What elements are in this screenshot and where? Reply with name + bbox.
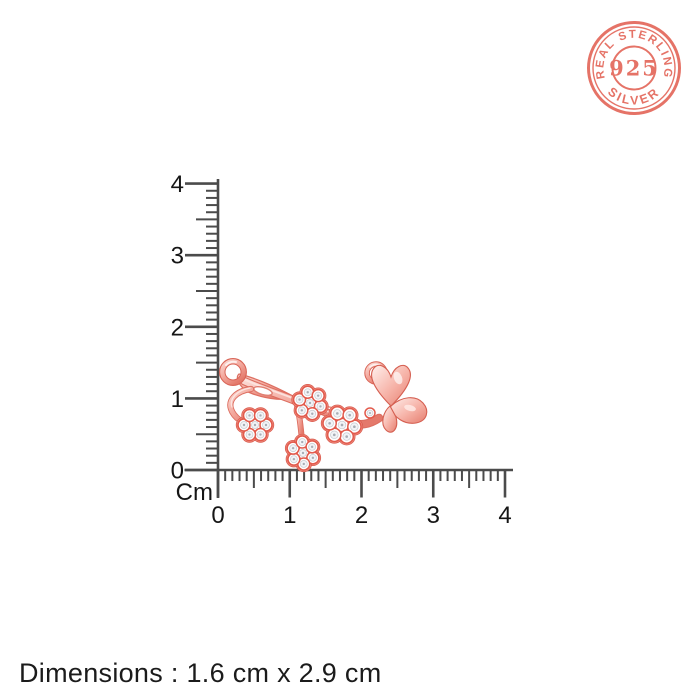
crystal-facet bbox=[301, 440, 304, 444]
crystal-facet bbox=[345, 435, 349, 438]
crystal-facet bbox=[300, 409, 304, 412]
ruler-number: 0 bbox=[171, 458, 184, 485]
crystal-facet bbox=[308, 401, 312, 405]
butterfly-lower-lobe bbox=[382, 405, 398, 433]
ruler-horizontal-numbers: 0 1 2 3 4 bbox=[211, 502, 511, 529]
crystal-facet bbox=[316, 394, 320, 397]
butterfly bbox=[371, 364, 428, 433]
badge-925-text: 925 bbox=[609, 56, 659, 81]
ruler-number: 0 bbox=[211, 502, 224, 529]
crystal-facet bbox=[332, 433, 336, 437]
ruler-number: 2 bbox=[171, 314, 184, 341]
ruler-number: 4 bbox=[171, 171, 184, 198]
crystal-facet bbox=[242, 423, 246, 427]
crystal-facet bbox=[298, 398, 301, 401]
badge-outer-ring bbox=[587, 21, 681, 115]
crystal-facet bbox=[310, 445, 314, 449]
crystal-flower bbox=[235, 407, 275, 443]
crystal-facet bbox=[353, 425, 356, 429]
ruler-number: 3 bbox=[171, 243, 184, 270]
measurement-ruler: 0 1 2 3 4 0 1 2 3 4 Cm bbox=[171, 171, 513, 529]
crystal-facet bbox=[259, 433, 262, 436]
ruler-number: 1 bbox=[283, 502, 296, 529]
badge-inner-ring bbox=[611, 45, 657, 91]
crystal-facet bbox=[369, 412, 371, 414]
crystal-facet bbox=[259, 414, 262, 417]
ruler-number: 3 bbox=[427, 502, 440, 529]
ruler-number: 2 bbox=[355, 502, 368, 529]
crystal-facet bbox=[306, 391, 309, 394]
branch-left-twig-highlight bbox=[230, 387, 251, 408]
dimensions-caption: Dimensions : 1.6 cm x 2.9 cm bbox=[19, 658, 382, 688]
crystal-facet bbox=[292, 457, 296, 461]
crystal-flower bbox=[291, 384, 329, 422]
crystal-facet bbox=[248, 414, 251, 417]
ruler-unit-label: Cm bbox=[176, 479, 213, 506]
ruler-vertical-ticks bbox=[185, 182, 218, 472]
crystal-facet bbox=[302, 462, 305, 466]
crystal-facet bbox=[348, 413, 352, 417]
crystal-facet bbox=[319, 405, 322, 408]
crystal-facet bbox=[328, 421, 331, 425]
crystal-facet bbox=[311, 412, 314, 415]
crystal-facet bbox=[340, 423, 344, 427]
pendant-image bbox=[219, 358, 428, 473]
single-crystal bbox=[364, 407, 376, 419]
crystal-facet bbox=[311, 456, 315, 460]
badge-second-ring bbox=[592, 26, 676, 110]
ruler-number: 4 bbox=[498, 502, 511, 529]
crystal-flower bbox=[284, 433, 322, 473]
ruler-vertical-numbers: 0 1 2 3 4 bbox=[171, 171, 184, 484]
crystal-facet bbox=[253, 423, 257, 427]
crystal-facet bbox=[335, 412, 339, 415]
crystal-facet bbox=[248, 433, 251, 436]
crystal-facet bbox=[291, 446, 295, 450]
crystal-flowers bbox=[235, 384, 364, 473]
crystal-facet bbox=[264, 423, 268, 427]
crystal-facet bbox=[301, 451, 305, 455]
ruler-number: 1 bbox=[171, 386, 184, 413]
sterling-925-badge: REAL STERLING SILVER 925 bbox=[587, 21, 681, 115]
left-loop bbox=[219, 358, 247, 386]
ruler-horizontal-ticks bbox=[216, 470, 507, 498]
crystal-flower bbox=[320, 404, 364, 446]
